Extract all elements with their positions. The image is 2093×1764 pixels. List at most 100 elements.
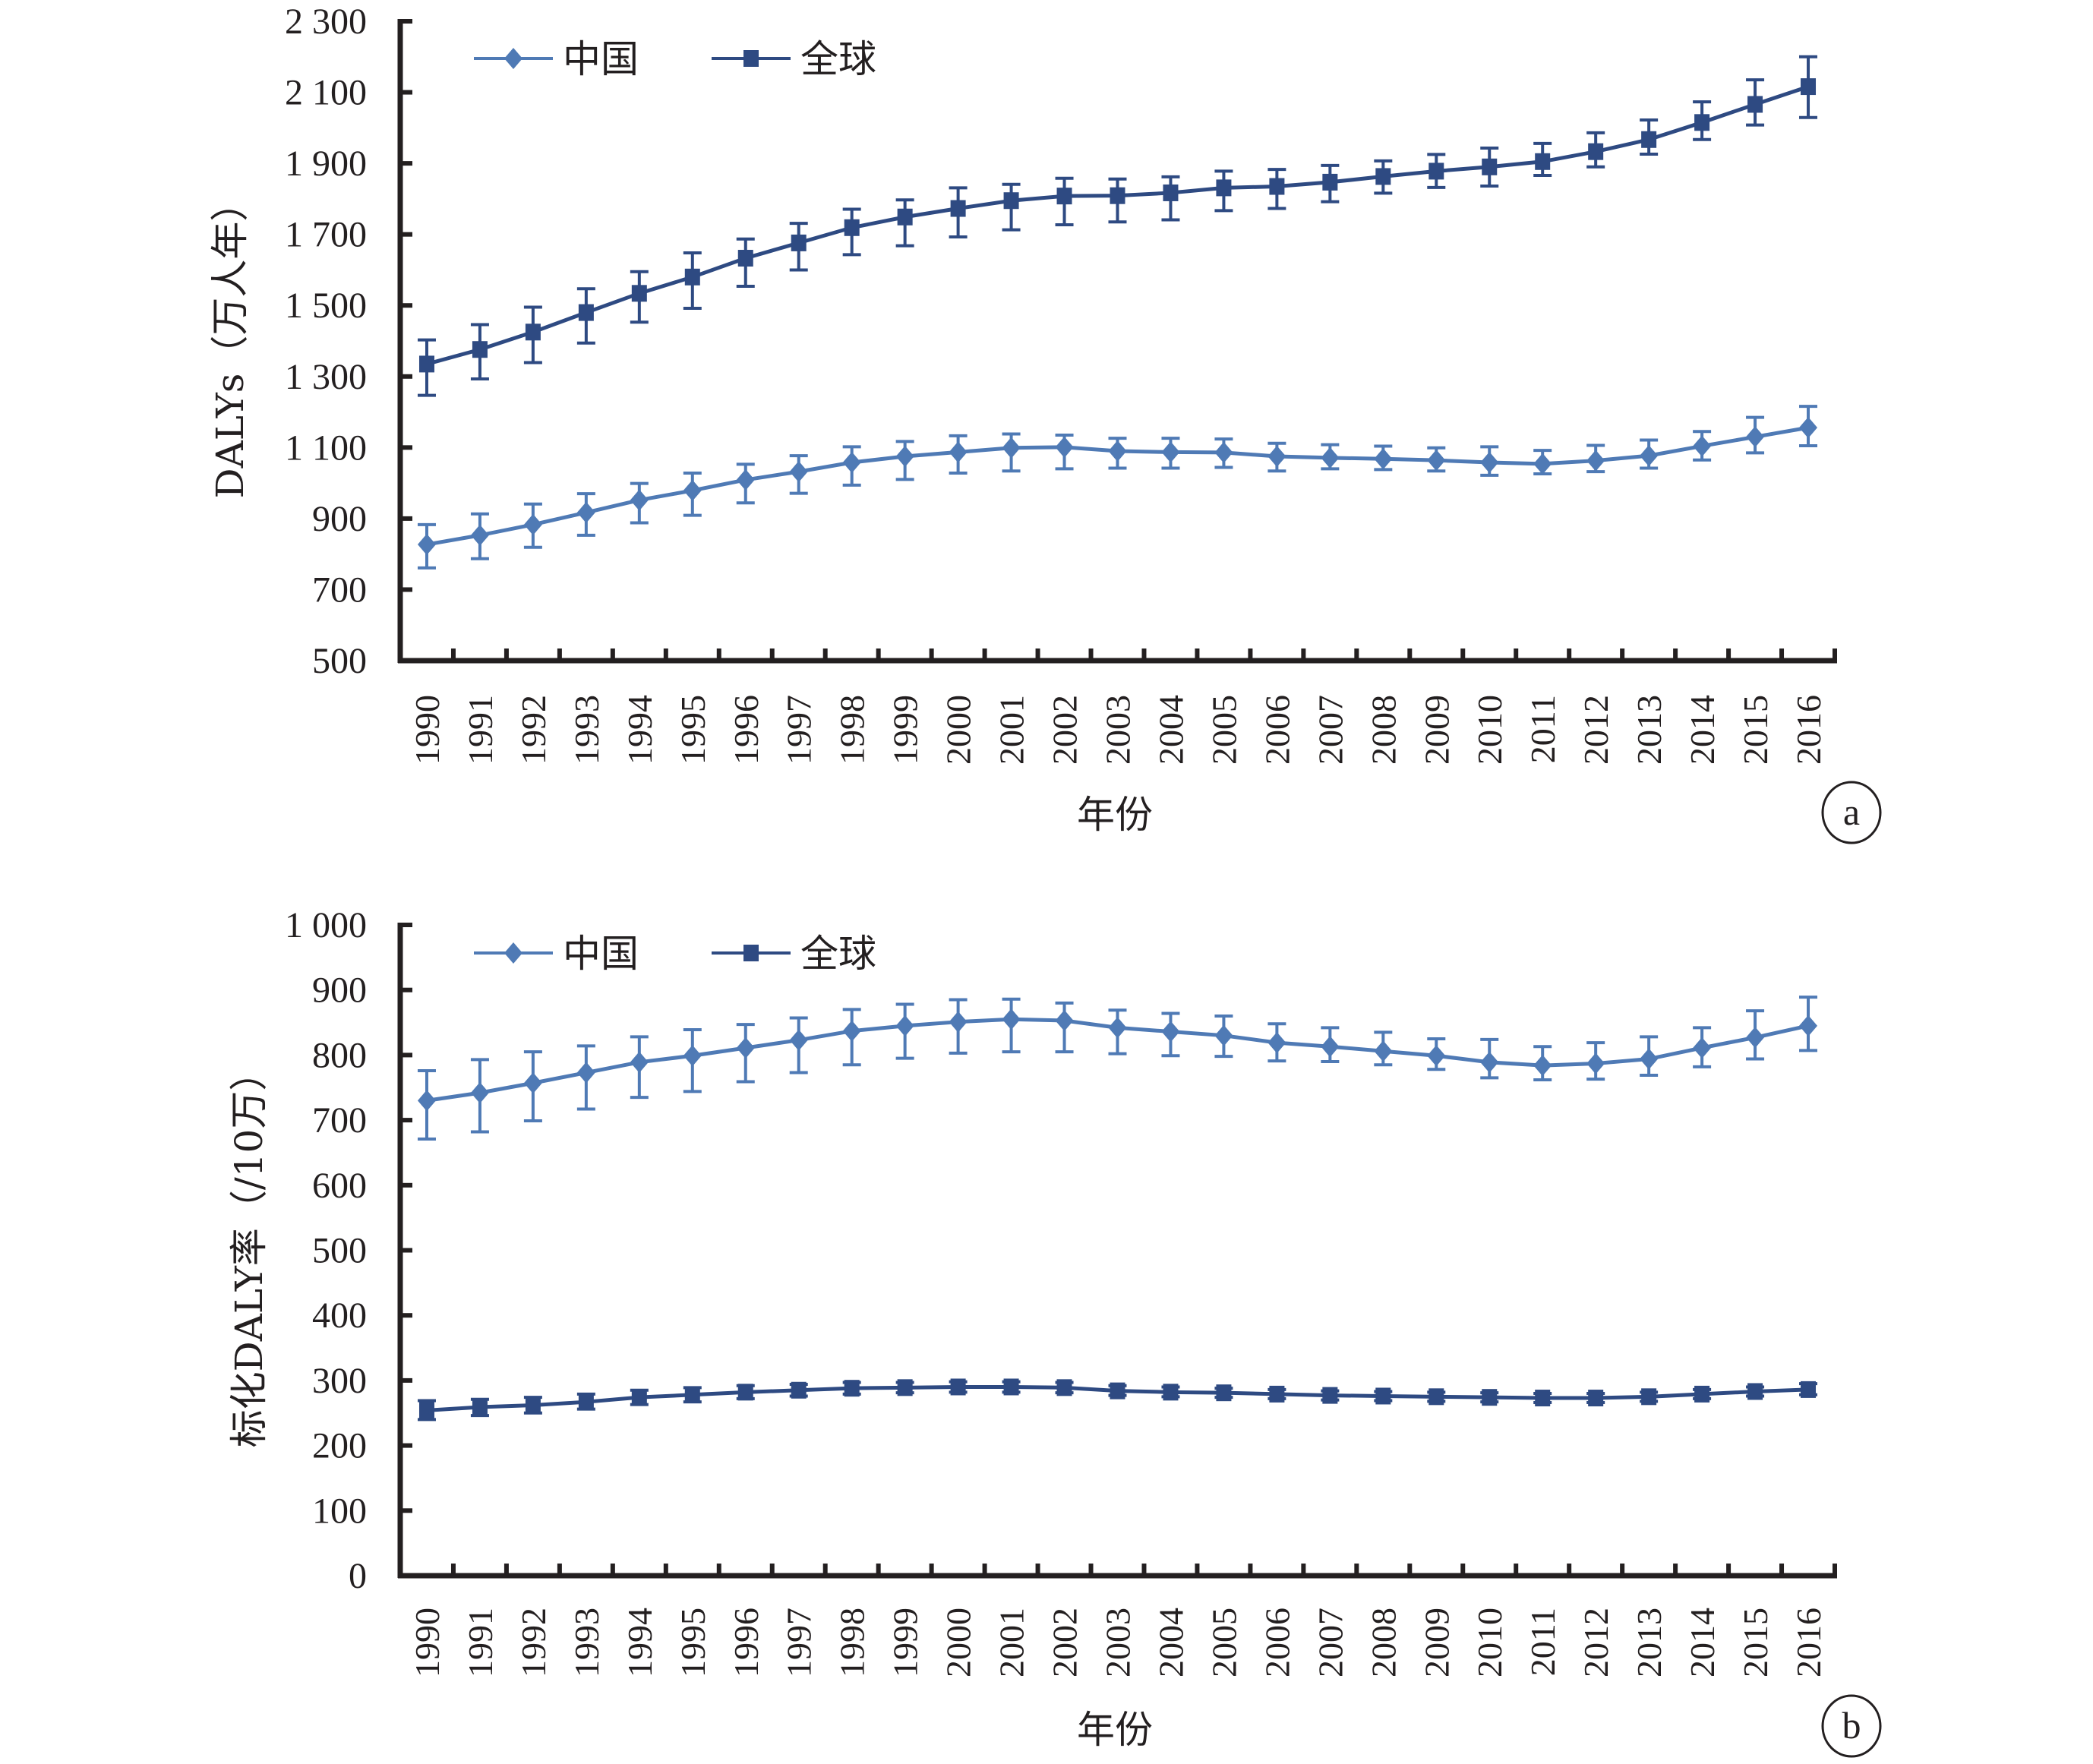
y-tick-label: 1 300 — [285, 357, 367, 397]
x-tick-label: 1990 — [408, 695, 447, 765]
data-point-square — [1375, 1387, 1391, 1405]
data-point-square — [1322, 1387, 1338, 1404]
x-tick-label: 1993 — [567, 695, 606, 765]
x-tick-label: 2007 — [1311, 1608, 1350, 1677]
data-point-square — [1056, 188, 1072, 205]
data-point-diamond — [1321, 447, 1340, 469]
data-point-diamond — [1586, 1052, 1605, 1074]
data-point-square — [1694, 114, 1710, 131]
x-tick-label: 1999 — [886, 1608, 925, 1677]
data-point-square — [844, 1380, 860, 1397]
x-tick-label: 1994 — [620, 1608, 659, 1677]
y-tick-label: 800 — [312, 1035, 367, 1075]
data-point-diamond — [1214, 1024, 1233, 1046]
legend-label: 中国 — [563, 37, 639, 81]
y-tick-label: 1 000 — [285, 905, 367, 945]
data-point-diamond — [1480, 451, 1499, 473]
y-tick-label: 900 — [312, 499, 367, 539]
y-tick-label: 700 — [312, 1100, 367, 1141]
x-tick-label: 1998 — [833, 695, 872, 765]
data-point-square — [1428, 1388, 1444, 1406]
data-point-diamond — [1640, 445, 1659, 467]
data-point-diamond — [1055, 436, 1074, 458]
x-tick-label: 1997 — [780, 695, 819, 765]
data-point-square — [1428, 163, 1444, 180]
x-tick-label: 2006 — [1258, 1608, 1296, 1677]
legend-label: 全球 — [800, 932, 876, 976]
data-point-diamond — [1693, 1037, 1712, 1059]
x-tick-label: 2014 — [1683, 695, 1722, 765]
data-point-diamond — [1055, 1009, 1074, 1031]
panel-label: a — [1843, 790, 1860, 833]
data-point-square — [1056, 1379, 1072, 1396]
data-point-square — [1163, 184, 1179, 201]
data-point-diamond — [1693, 435, 1712, 457]
data-point-square — [1322, 173, 1338, 191]
y-tick-label: 1 700 — [285, 215, 367, 255]
data-point-square — [1535, 153, 1551, 170]
data-point-diamond — [523, 513, 542, 535]
data-point-square — [1216, 179, 1232, 197]
x-tick-label: 1991 — [461, 695, 500, 765]
data-point-diamond — [1374, 448, 1393, 470]
x-tick-label: 2005 — [1204, 695, 1243, 765]
y-tick-label: 700 — [312, 570, 367, 610]
x-tick-label: 2013 — [1630, 695, 1668, 765]
data-point-square — [472, 341, 488, 358]
data-point-diamond — [736, 1037, 755, 1059]
data-point-diamond — [1267, 446, 1286, 468]
data-point-square — [631, 285, 647, 302]
data-point-diamond — [1746, 1027, 1765, 1049]
data-point-diamond — [736, 469, 755, 491]
x-tick-label: 2001 — [993, 1608, 1031, 1677]
data-point-diamond — [1108, 440, 1127, 462]
data-point-diamond — [1746, 426, 1765, 448]
x-axis-title: 年份 — [1077, 793, 1153, 837]
y-tick-label: 500 — [312, 641, 367, 681]
data-point-diamond — [630, 1051, 649, 1073]
data-point-diamond — [842, 451, 861, 473]
x-tick-label: 2008 — [1364, 1608, 1403, 1677]
data-point-diamond — [1161, 441, 1180, 463]
y-tick-label: 1 100 — [285, 428, 367, 468]
data-point-square — [950, 200, 966, 217]
data-point-diamond — [630, 489, 649, 511]
series-global — [417, 55, 1818, 397]
data-point-square — [1482, 158, 1498, 175]
y-axis-title: 标化DALY率（/10万） — [227, 1053, 271, 1448]
legend: 中国 全球 — [474, 37, 876, 81]
data-point-square — [791, 234, 807, 251]
data-point-diamond — [1321, 1036, 1340, 1058]
data-point-diamond — [1533, 1055, 1552, 1077]
y-tick-label: 100 — [312, 1491, 367, 1531]
chart-panel-b: 0 100 200 300 400 500 600 700 800 900 1 000 1990 199… — [227, 905, 1882, 1758]
x-tick-label: 1999 — [886, 695, 925, 765]
data-point-diamond — [1214, 441, 1233, 463]
legend-marker-diamond — [504, 942, 522, 964]
data-point-diamond — [1002, 1008, 1021, 1030]
data-point-square — [418, 1402, 434, 1419]
data-point-diamond — [1002, 437, 1021, 459]
y-tick-label: 600 — [312, 1166, 367, 1206]
data-point-square — [1110, 187, 1125, 204]
data-point-square — [897, 1379, 913, 1396]
y-tick-label: 2 100 — [285, 73, 367, 113]
data-point-square — [791, 1381, 807, 1399]
panel-label-circle — [1821, 1694, 1882, 1758]
x-tick-label: 1995 — [674, 695, 712, 765]
y-tick-label: 300 — [312, 1361, 367, 1401]
data-point-diamond — [417, 1090, 436, 1112]
x-tick-label: 2002 — [1046, 695, 1084, 765]
x-tick-label: 2007 — [1311, 695, 1350, 765]
data-point-diamond — [1267, 1032, 1286, 1054]
data-point-diamond — [1108, 1017, 1127, 1039]
data-point-square — [1003, 1378, 1019, 1396]
data-point-square — [950, 1378, 966, 1396]
x-tick-label: 2016 — [1789, 1608, 1828, 1677]
data-point-diamond — [1374, 1040, 1393, 1062]
data-point-diamond — [789, 461, 808, 483]
x-tick-label: 2003 — [1099, 695, 1138, 765]
x-tick-label: 2006 — [1258, 695, 1296, 765]
data-point-diamond — [470, 1082, 489, 1104]
data-point-square — [1588, 143, 1604, 160]
